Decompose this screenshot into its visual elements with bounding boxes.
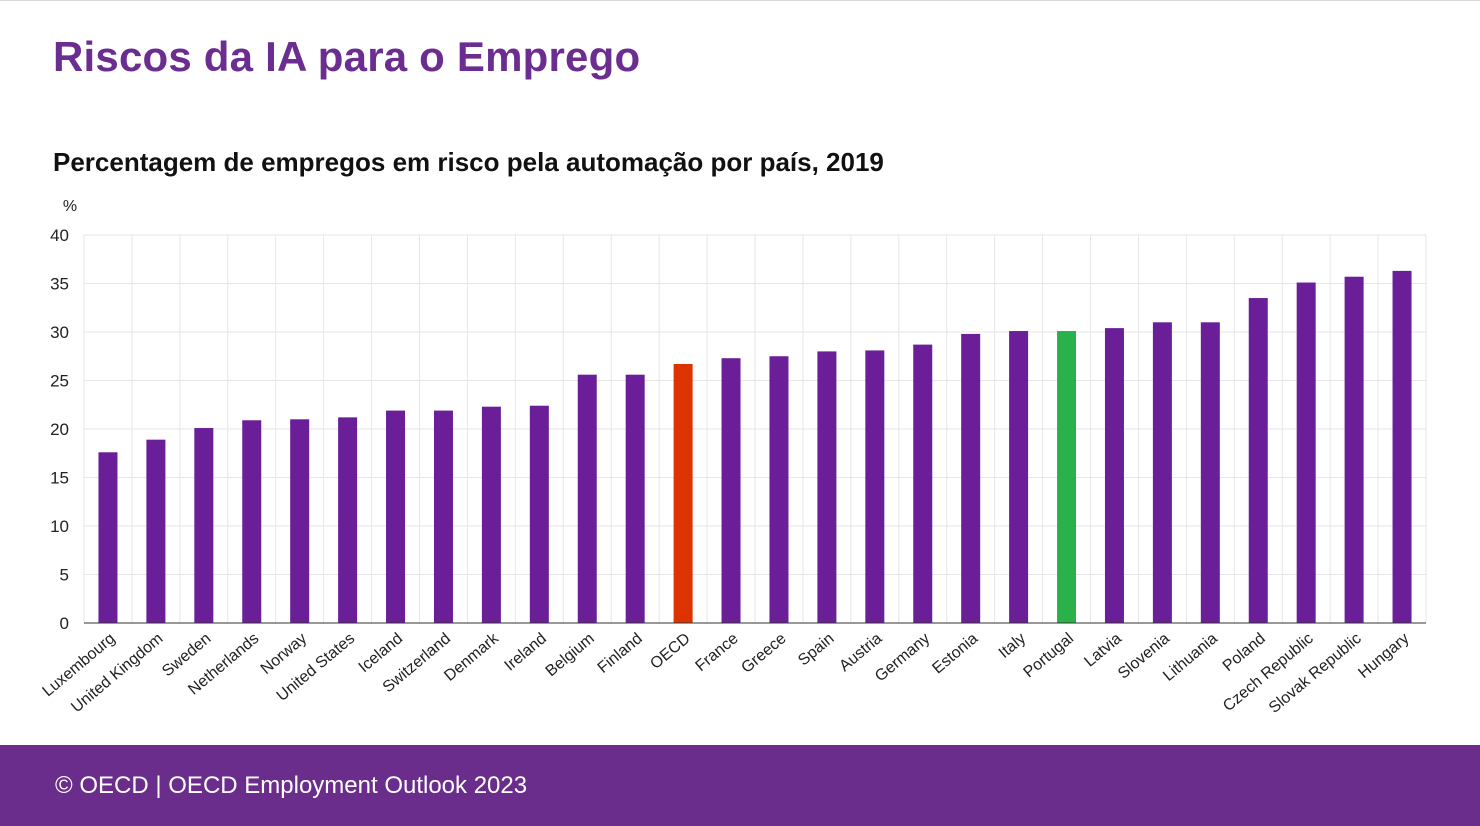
bar-sweden xyxy=(194,428,214,623)
bar-czech-republic xyxy=(1296,282,1316,623)
bar-portugal xyxy=(1057,331,1077,623)
bar-hungary xyxy=(1392,270,1412,623)
bar-germany xyxy=(913,344,933,623)
x-tick-label-italy: Italy xyxy=(996,630,1029,662)
x-tick-label-finland: Finland xyxy=(595,630,646,677)
bar-united-states xyxy=(338,417,358,623)
x-tick-label-denmark: Denmark xyxy=(441,629,502,684)
x-tick-label-latvia: Latvia xyxy=(1081,630,1125,671)
y-tick-label: 20 xyxy=(50,420,69,439)
bar-belgium xyxy=(577,374,597,623)
footer-bar: © OECD | OECD Employment Outlook 2023 xyxy=(0,745,1480,826)
y-tick-label: 5 xyxy=(60,566,69,585)
x-tick-label-spain: Spain xyxy=(795,630,837,669)
y-tick-label: 30 xyxy=(50,323,69,342)
bar-iceland xyxy=(386,410,406,623)
bar-latvia xyxy=(1104,328,1124,623)
y-tick-label: 25 xyxy=(50,372,69,391)
y-axis-ticks: 0 5 10 15 20 25 30 35 40 xyxy=(50,226,69,633)
bar-netherlands xyxy=(242,420,262,623)
chart-bars xyxy=(98,270,1412,623)
bar-united-kingdom xyxy=(146,439,166,623)
x-tick-label-estonia: Estonia xyxy=(929,630,981,677)
bar-denmark xyxy=(481,406,501,623)
bar-switzerland xyxy=(433,410,453,623)
x-tick-label-portugal: Portugal xyxy=(1021,630,1078,681)
bar-france xyxy=(721,358,741,623)
bar-slovenia xyxy=(1152,322,1172,623)
top-rule xyxy=(0,0,1480,1)
bar-poland xyxy=(1248,298,1268,623)
bar-greece xyxy=(769,356,789,623)
bar-spain xyxy=(817,351,837,623)
footer-copyright: © OECD | OECD Employment Outlook 2023 xyxy=(55,772,528,799)
bar-italy xyxy=(1009,331,1029,623)
chart-title: Percentagem de empregos em risco pela au… xyxy=(53,147,884,177)
bar-austria xyxy=(865,350,885,623)
y-tick-label: 35 xyxy=(50,275,69,294)
y-tick-label: 15 xyxy=(50,469,69,488)
x-tick-label-france: France xyxy=(693,630,742,675)
bar-luxembourg xyxy=(98,452,118,623)
bar-finland xyxy=(625,374,645,623)
page-title: Riscos da IA para o Emprego xyxy=(53,33,641,80)
bar-slovak-republic xyxy=(1344,276,1364,623)
y-tick-label: 0 xyxy=(60,614,69,633)
y-tick-label: 10 xyxy=(50,517,69,536)
bar-lithuania xyxy=(1200,322,1220,623)
bar-oecd xyxy=(673,364,693,623)
x-tick-label-lithuania: Lithuania xyxy=(1160,630,1221,685)
x-tick-label-belgium: Belgium xyxy=(543,630,598,680)
y-axis-unit-label: % xyxy=(63,198,77,215)
y-tick-label: 40 xyxy=(50,226,69,245)
bar-norway xyxy=(290,419,310,623)
x-tick-label-greece: Greece xyxy=(738,630,789,677)
bar-ireland xyxy=(529,405,549,623)
chart-grid xyxy=(83,234,1427,624)
x-tick-label-hungary: Hungary xyxy=(1355,630,1412,682)
bar-estonia xyxy=(961,333,981,623)
x-tick-label-oecd: OECD xyxy=(647,630,693,673)
